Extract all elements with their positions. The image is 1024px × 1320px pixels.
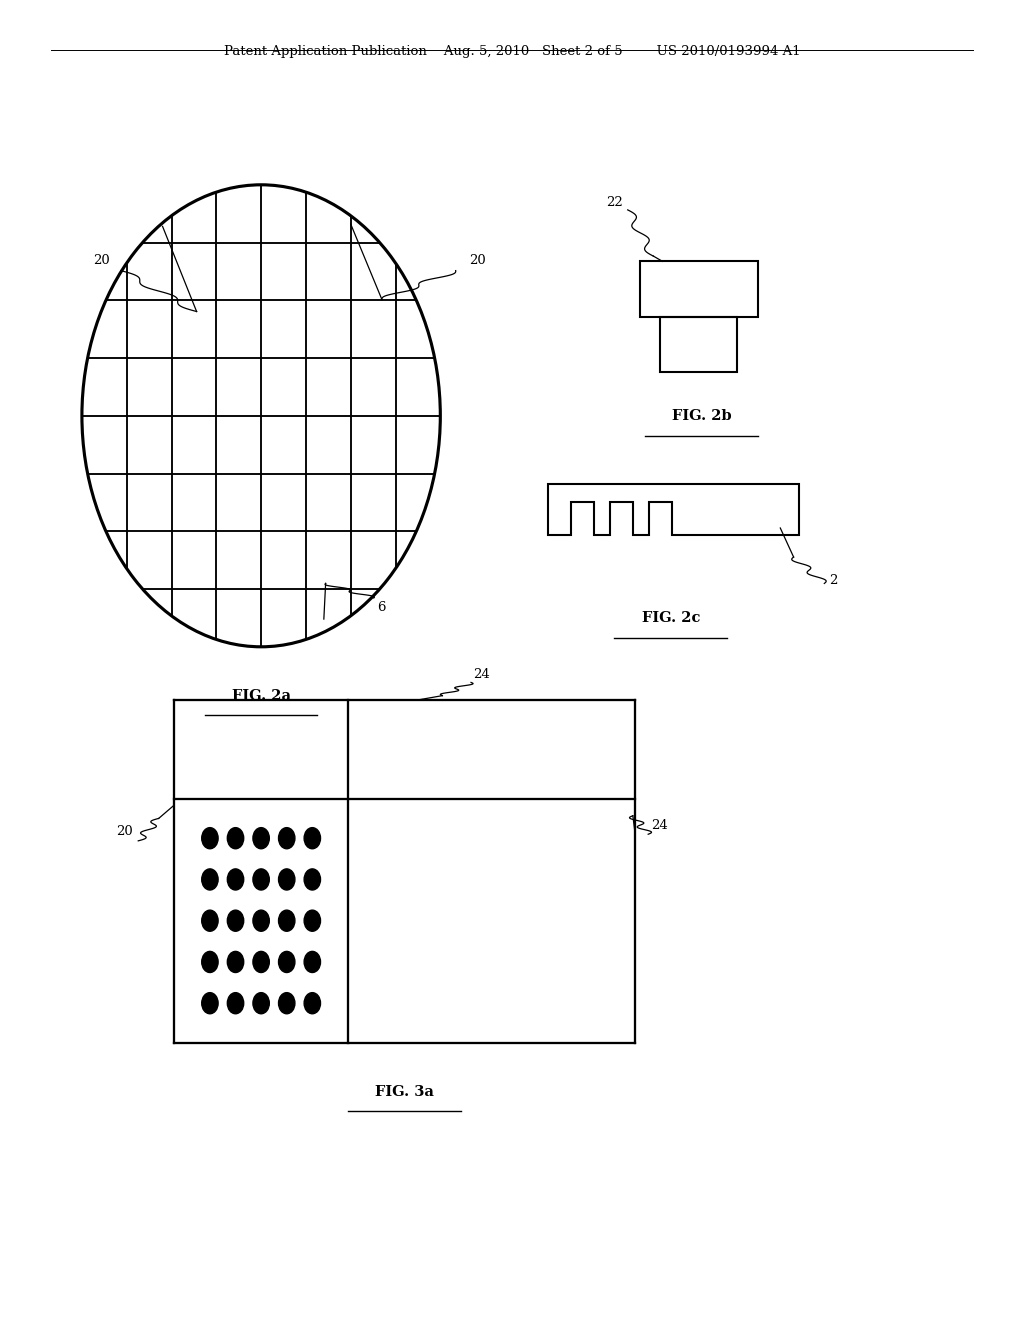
Circle shape xyxy=(227,869,244,890)
Circle shape xyxy=(227,952,244,973)
Circle shape xyxy=(253,869,269,890)
Circle shape xyxy=(202,911,218,932)
Text: FIG. 2a: FIG. 2a xyxy=(231,689,291,704)
Circle shape xyxy=(304,828,321,849)
Circle shape xyxy=(202,828,218,849)
Circle shape xyxy=(253,911,269,932)
Text: FIG. 2b: FIG. 2b xyxy=(672,409,731,424)
Circle shape xyxy=(227,911,244,932)
Text: Patent Application Publication    Aug. 5, 2010   Sheet 2 of 5        US 2010/019: Patent Application Publication Aug. 5, 2… xyxy=(223,45,801,58)
Circle shape xyxy=(227,993,244,1014)
Circle shape xyxy=(304,952,321,973)
Circle shape xyxy=(279,993,295,1014)
Text: 20: 20 xyxy=(469,253,485,267)
Text: FIG. 2c: FIG. 2c xyxy=(641,611,700,626)
Circle shape xyxy=(227,828,244,849)
Text: 20: 20 xyxy=(117,825,133,838)
Bar xyxy=(640,261,758,317)
Text: 24: 24 xyxy=(473,668,489,681)
Circle shape xyxy=(279,869,295,890)
Circle shape xyxy=(279,911,295,932)
Circle shape xyxy=(253,993,269,1014)
Bar xyxy=(660,317,737,372)
Circle shape xyxy=(202,952,218,973)
Text: FIG. 3a: FIG. 3a xyxy=(375,1085,434,1100)
Text: 22: 22 xyxy=(606,195,623,209)
Circle shape xyxy=(279,952,295,973)
Circle shape xyxy=(304,993,321,1014)
Circle shape xyxy=(279,828,295,849)
Circle shape xyxy=(202,993,218,1014)
Text: 6: 6 xyxy=(377,601,385,614)
Circle shape xyxy=(202,869,218,890)
Text: 2: 2 xyxy=(829,574,838,587)
Circle shape xyxy=(304,911,321,932)
Circle shape xyxy=(304,869,321,890)
Text: 20: 20 xyxy=(93,253,110,267)
Circle shape xyxy=(253,828,269,849)
Circle shape xyxy=(253,952,269,973)
Text: 24: 24 xyxy=(651,818,668,832)
